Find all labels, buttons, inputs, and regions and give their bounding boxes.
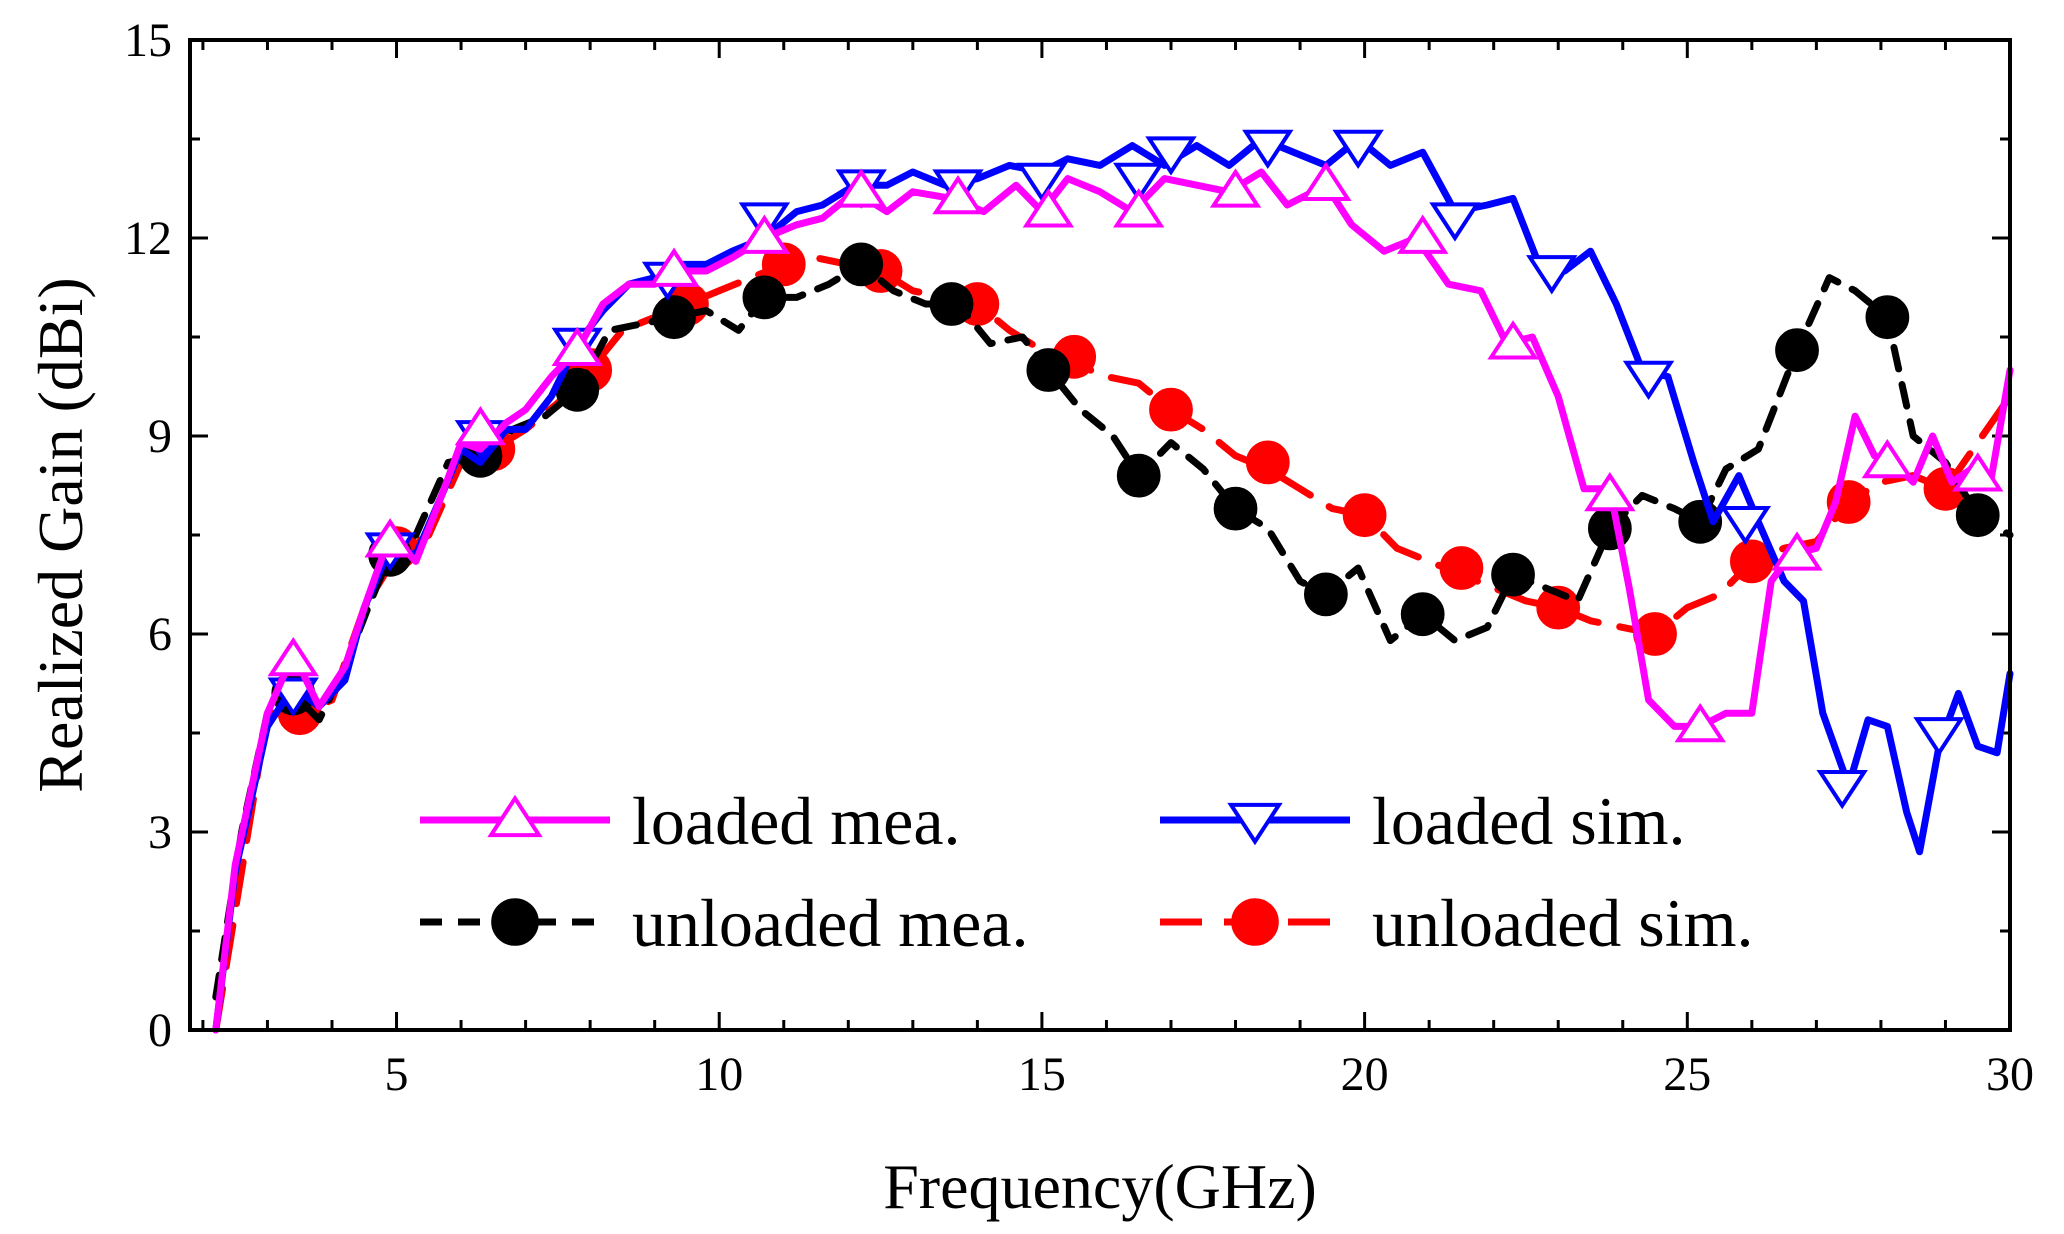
y-tick-label: 3 (148, 806, 172, 859)
x-tick-label: 15 (1018, 1048, 1066, 1101)
data-point (364, 518, 416, 558)
data-point (1213, 486, 1258, 531)
data-point (1775, 328, 1819, 373)
data-point (648, 247, 700, 287)
legend-entry: unloaded sim. (1160, 885, 1754, 961)
data-point (1587, 506, 1632, 551)
legend-marker (491, 898, 539, 946)
data-point (1245, 440, 1290, 485)
data-point (1526, 255, 1578, 295)
data-point (267, 636, 319, 677)
x-tick-label: 25 (1663, 1048, 1711, 1101)
data-point (742, 275, 787, 320)
x-tick-label: 30 (1986, 1048, 2034, 1101)
data-point (1026, 348, 1071, 392)
data-point (1016, 162, 1068, 203)
data-point (1209, 168, 1262, 208)
y-tick-label: 9 (148, 410, 172, 463)
data-point (1022, 188, 1075, 228)
data-point (652, 295, 696, 340)
data-point (1816, 769, 1868, 810)
data-point (1149, 387, 1193, 432)
x-tick-label: 20 (1341, 1048, 1389, 1101)
plot-frame (188, 38, 2012, 1032)
data-point (1491, 552, 1535, 597)
data-point (1622, 360, 1675, 401)
data-point (1771, 531, 1823, 571)
legend-entry: loaded mea. (420, 783, 961, 859)
series-loaded-mea (212, 161, 2014, 1034)
y-tick-label: 12 (124, 212, 172, 265)
legend-marker (487, 794, 543, 838)
data-point (1396, 214, 1449, 254)
data-point (1113, 188, 1165, 228)
data-point (835, 168, 887, 208)
y-tick-label: 6 (148, 608, 172, 661)
data-point (1955, 493, 2000, 538)
legend-label: loaded mea. (632, 783, 961, 859)
data-point (1300, 161, 1352, 202)
x-axis-title: Frequency(GHz) (883, 1151, 1317, 1222)
y-axis-title: Realized Gain (dBi) (25, 277, 96, 792)
x-tick-label: 5 (385, 1048, 409, 1101)
data-point (1584, 471, 1636, 512)
data-point (1487, 320, 1539, 360)
data-point (454, 405, 507, 446)
data-point (839, 242, 884, 287)
legend-label: unloaded mea. (632, 885, 1029, 961)
data-point (1303, 572, 1348, 617)
data-point (1429, 202, 1481, 242)
y-tick-label: 0 (148, 1004, 172, 1057)
data-point (1113, 162, 1165, 203)
data-point (1116, 453, 1161, 498)
data-point (1342, 493, 1387, 538)
data-point (1145, 136, 1197, 176)
legend-entry: loaded sim. (1160, 783, 1686, 859)
data-point (267, 677, 319, 717)
axes: 5 10 15 20 25 30 0 3 6 9 12 15 (124, 14, 2034, 1101)
series-line (212, 135, 2014, 1034)
legend-label: unloaded sim. (1372, 885, 1754, 961)
data-point (761, 242, 806, 287)
data-point (929, 282, 974, 326)
data-point (1332, 129, 1384, 170)
legend: loaded mea. loaded sim. unloaded mea. unloa… (420, 783, 1754, 961)
legend-marker (1227, 802, 1283, 846)
data-point (1242, 129, 1294, 170)
data-point (1400, 592, 1445, 637)
data-point (1861, 438, 1914, 479)
series-layer (212, 129, 2014, 1034)
data-point (932, 174, 984, 215)
legend-entry: unloaded mea. (420, 885, 1029, 961)
legend-marker (1231, 898, 1279, 946)
data-point (1952, 452, 2004, 492)
legend-label: loaded sim. (1372, 783, 1686, 859)
data-point (1719, 505, 1772, 546)
data-point (551, 326, 603, 367)
x-tick-label: 10 (695, 1048, 743, 1101)
y-tick-label: 15 (124, 14, 172, 67)
data-point (1865, 295, 1910, 340)
data-point (1439, 546, 1484, 590)
data-point (1674, 702, 1726, 743)
data-point (738, 214, 791, 254)
data-point (1913, 717, 1965, 757)
